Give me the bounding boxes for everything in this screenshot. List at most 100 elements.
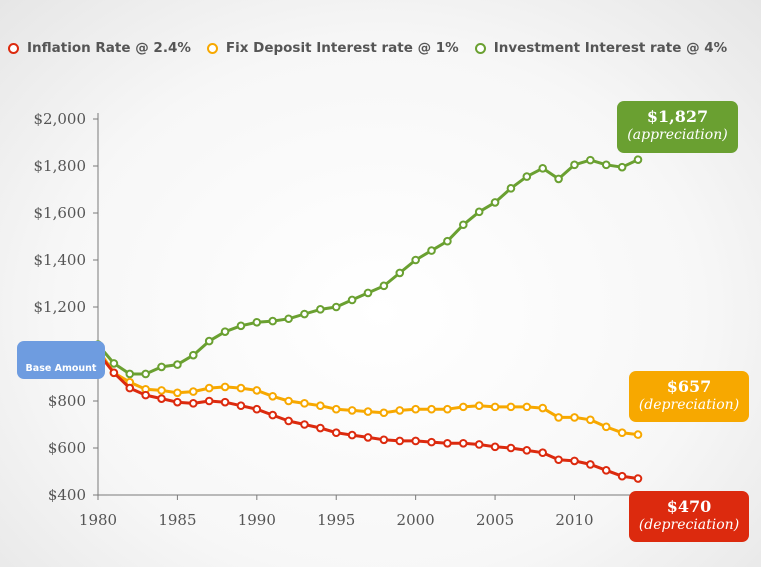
legend-label: Investment Interest rate @ 4%: [493, 40, 728, 56]
data-point: [379, 435, 389, 445]
data-point: [252, 317, 262, 327]
data-point: [633, 474, 643, 483]
legend-label: Fix Deposit Interest rate @ 1%: [225, 40, 459, 56]
series-1: [93, 345, 643, 439]
data-point: [347, 430, 357, 440]
data-point: [236, 321, 246, 331]
y-tick-label: $800: [48, 392, 86, 410]
callout-amount: $657: [666, 377, 712, 396]
callout-inflation: $470 (depreciation): [629, 491, 749, 542]
data-point: [522, 172, 532, 181]
legend-item-investment: Investment Interest rate @ 4%: [474, 40, 728, 56]
legend: Inflation Rate @ 2.4% Fix Deposit Intere…: [8, 38, 727, 58]
callout-investment: $1,827 (appreciation): [617, 101, 738, 153]
series-layer: [93, 155, 643, 483]
data-point: [395, 436, 405, 446]
data-point: [347, 406, 357, 415]
callout-note: (appreciation): [627, 127, 728, 143]
data-point: [363, 288, 373, 298]
data-point: [522, 402, 532, 412]
x-tick-label: 1985: [158, 511, 196, 529]
data-point: [316, 401, 325, 411]
data-point: [188, 350, 198, 360]
data-point: [395, 268, 405, 278]
data-point: [157, 394, 166, 403]
data-point: [411, 436, 420, 446]
legend-marker-icon: [206, 42, 218, 54]
data-point: [268, 392, 278, 401]
data-point: [474, 207, 484, 217]
data-point: [109, 359, 119, 368]
data-point: [570, 413, 579, 422]
data-point: [347, 295, 357, 305]
y-tick-label: $600: [48, 439, 86, 457]
series-0: [93, 155, 643, 379]
data-point: [570, 160, 579, 170]
x-tick-label: 1995: [317, 511, 355, 529]
data-point: [157, 362, 166, 372]
data-point: [506, 443, 516, 453]
data-point: [220, 382, 230, 392]
data-point: [506, 402, 516, 412]
data-point: [617, 162, 627, 172]
data-point: [125, 369, 135, 379]
data-point: [474, 440, 484, 449]
data-point: [490, 402, 500, 412]
data-point: [157, 386, 166, 395]
data-point: [331, 428, 341, 438]
data-point: [586, 155, 595, 165]
data-point: [427, 437, 436, 447]
data-point: [506, 184, 516, 193]
base-amount-label: Base Amount: [17, 341, 105, 379]
data-point: [427, 404, 436, 414]
data-point: [458, 220, 468, 230]
data-point: [490, 442, 500, 452]
data-point: [252, 404, 262, 414]
data-point: [284, 416, 293, 426]
data-point: [586, 415, 595, 425]
data-point: [427, 246, 436, 255]
legend-item-inflation: Inflation Rate @ 2.4%: [8, 40, 191, 56]
y-tick-label: $400: [48, 486, 86, 504]
data-point: [411, 404, 420, 414]
data-point: [236, 383, 246, 393]
data-point: [522, 446, 532, 455]
data-point: [601, 466, 611, 475]
data-point: [617, 471, 627, 481]
data-point: [443, 439, 452, 448]
y-tick-label: $1,600: [34, 204, 87, 222]
data-point: [474, 401, 484, 411]
data-point: [601, 422, 611, 432]
data-point: [458, 402, 468, 412]
y-tick-label: $1,200: [34, 298, 87, 316]
data-point: [316, 423, 325, 433]
callout-amount: $1,827: [646, 107, 709, 126]
data-point: [300, 420, 309, 429]
legend-label: Inflation Rate @ 2.4%: [27, 40, 191, 56]
data-point: [220, 397, 230, 407]
callout-fixed-deposit: $657 (depreciation): [629, 371, 749, 422]
data-point: [236, 401, 246, 411]
callout-note: (depreciation): [638, 397, 740, 413]
data-point: [300, 399, 309, 408]
data-point: [554, 455, 563, 465]
data-point: [395, 406, 405, 415]
data-point: [458, 439, 468, 448]
data-point: [252, 386, 262, 395]
data-point: [443, 404, 452, 414]
data-point: [204, 383, 214, 393]
data-point: [141, 390, 150, 400]
data-point: [109, 368, 119, 378]
data-point: [363, 407, 373, 416]
data-point: [601, 160, 611, 170]
data-point: [316, 305, 325, 314]
data-point: [220, 327, 230, 336]
data-point: [554, 413, 563, 422]
legend-marker-icon: [8, 42, 19, 54]
data-point: [538, 403, 548, 413]
data-point: [554, 174, 563, 184]
data-point: [443, 236, 452, 246]
data-point: [586, 460, 595, 469]
data-point: [141, 369, 150, 379]
